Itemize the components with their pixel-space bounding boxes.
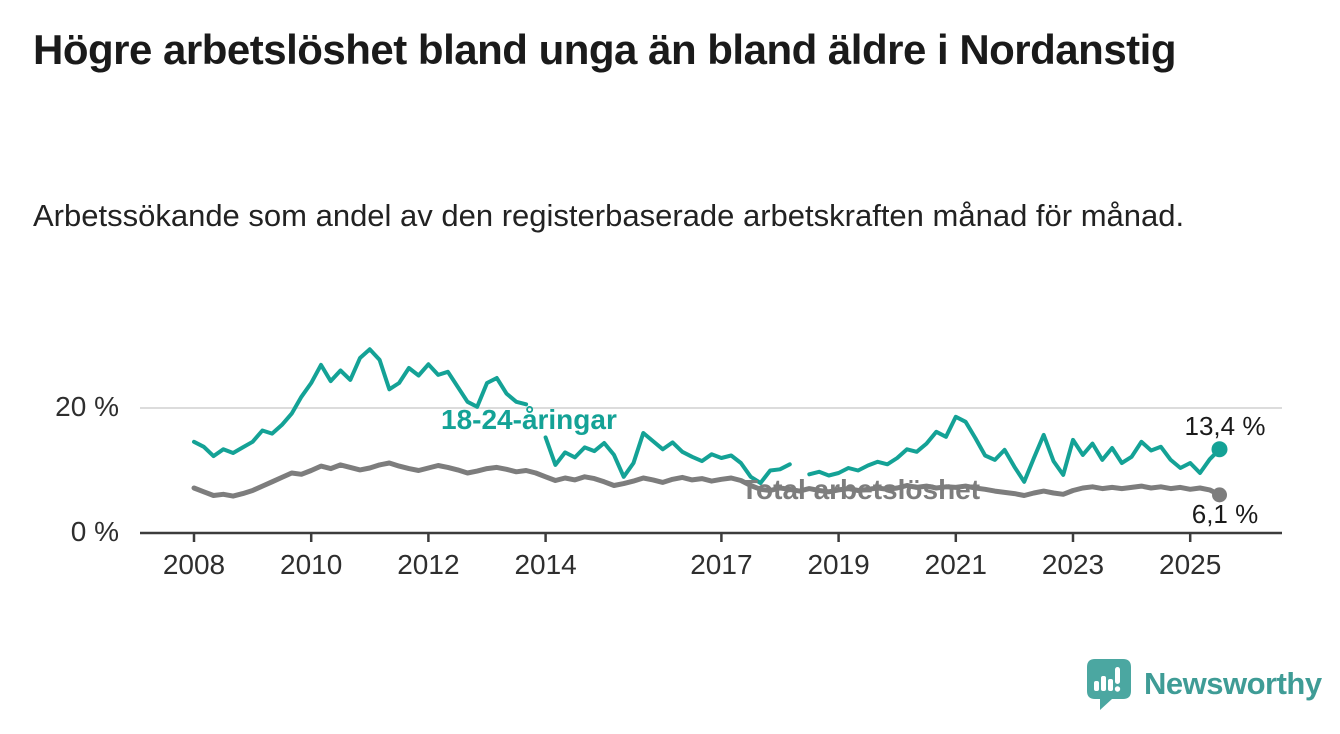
x-tick-label: 2012 <box>397 549 460 580</box>
series-line-1 <box>191 460 1222 499</box>
x-tick-label: 2025 <box>1159 549 1222 580</box>
series-line-0 <box>807 414 1222 484</box>
x-tick-label: 2021 <box>924 549 987 580</box>
chart-subtitle: Arbetssökande som andel av den registerb… <box>33 198 1185 233</box>
y-axis-label-0: 0 % <box>70 516 119 547</box>
series-label-youth: 18-24-åringar <box>441 404 617 435</box>
x-tick-label: 2017 <box>690 549 753 580</box>
x-tick-label: 2010 <box>280 549 343 580</box>
x-tick-label: 2014 <box>514 549 577 580</box>
series-label-total: Total arbetslöshet <box>741 474 981 505</box>
page-title: Högre arbetslöshet bland unga än bland ä… <box>33 26 1177 73</box>
newsworthy-icon <box>1087 659 1131 710</box>
y-axis-label-20: 20 % <box>55 391 119 422</box>
newsworthy-logo[interactable]: Newsworthy <box>1083 656 1322 712</box>
x-tick-label: 2023 <box>1041 549 1105 580</box>
x-tick-label: 2008 <box>162 549 226 580</box>
series-end-dot-0 <box>1211 441 1228 458</box>
series-line-0 <box>543 431 792 485</box>
end-value-total: 6,1 % <box>1191 499 1259 529</box>
newsworthy-wordmark: Newsworthy <box>1144 666 1322 701</box>
x-tick-label: 2019 <box>807 549 870 580</box>
end-value-youth: 13,4 % <box>1184 411 1266 441</box>
series-line-0 <box>192 347 529 459</box>
series-end-dot-1 <box>1212 487 1227 503</box>
